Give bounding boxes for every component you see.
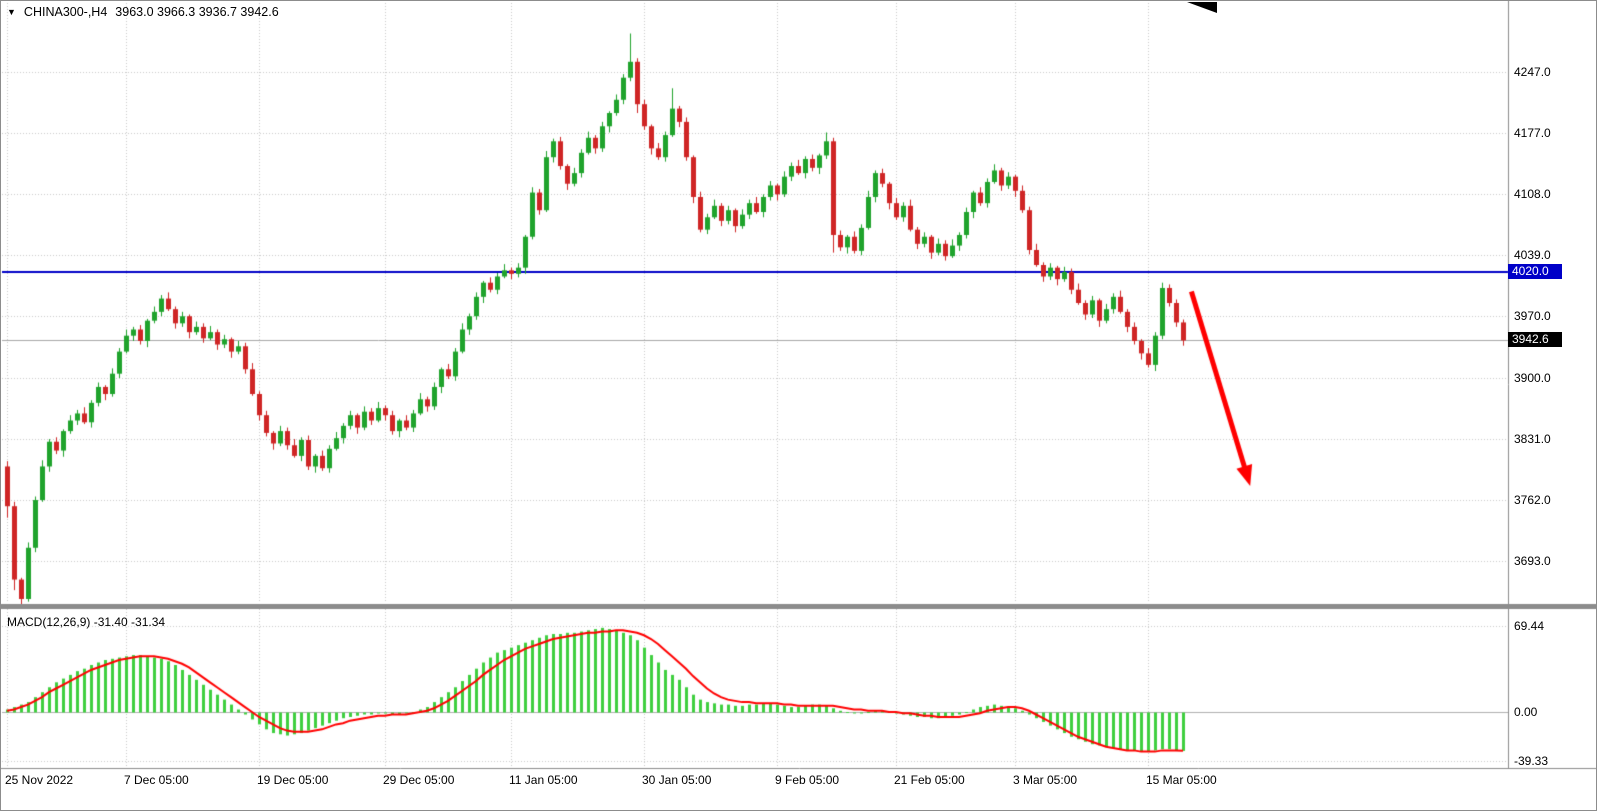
time-axis-label: 9 Feb 05:00	[775, 773, 840, 787]
macd-axis-label: 69.44	[1514, 619, 1545, 634]
time-axis-label: 15 Mar 05:00	[1146, 773, 1217, 787]
symbol-title: CHINA300-,H4	[23, 5, 108, 19]
time-axis-label: 19 Dec 05:00	[257, 773, 329, 787]
chart-shift-marker-icon	[1187, 2, 1217, 13]
time-axis-label: 25 Nov 2022	[5, 773, 74, 787]
price-axis-label: 4247.0	[1514, 64, 1551, 79]
price-axis-label: 3900.0	[1514, 371, 1551, 386]
time-axis-label: 29 Dec 05:00	[383, 773, 455, 787]
symbol-marker-icon: ▼	[7, 7, 16, 17]
price-axis-label: 3831.0	[1514, 432, 1551, 447]
macd-label: MACD(12,26,9) -31.40 -31.34	[7, 615, 166, 629]
time-scale[interactable]: 25 Nov 2022 7 Dec 05:00 19 Dec 05:00 29 Dec…	[1, 768, 1596, 810]
price-axis-label: 4108.0	[1514, 187, 1551, 202]
time-axis-label: 21 Feb 05:00	[894, 773, 965, 787]
time-axis-label: 7 Dec 05:00	[124, 773, 189, 787]
price-scale[interactable]: 4247.0 4177.0 4108.0 4039.0 3970.0 3900.0 3831…	[1508, 1, 1596, 768]
price-axis-label: 4039.0	[1514, 248, 1551, 263]
price-axis-label: 4177.0	[1514, 126, 1551, 141]
price-axis-label: 3762.0	[1514, 493, 1551, 508]
bid-price-tag: 3942.6	[1508, 332, 1562, 348]
hline-price-tag: 4020.0	[1508, 264, 1562, 280]
symbol-legend: ▼ CHINA300-,H4 3963.0 3966.3 3936.7 3942…	[7, 5, 279, 19]
price-axis-label: 3970.0	[1514, 309, 1551, 324]
time-axis-label: 11 Jan 05:00	[509, 773, 578, 787]
time-axis-label: 30 Jan 05:00	[642, 773, 712, 787]
macd-axis-label: 0.00	[1514, 705, 1538, 720]
macd-axis-label: -39.33	[1514, 753, 1549, 768]
price-axis-label: 3693.0	[1514, 554, 1551, 568]
time-axis-label: 3 Mar 05:00	[1013, 773, 1078, 787]
macd-indicator-legend: MACD(12,26,9) -31.40 -31.34	[7, 615, 165, 629]
symbol-ohlc-values: 3963.0 3966.3 3936.7 3942.6	[115, 5, 279, 19]
